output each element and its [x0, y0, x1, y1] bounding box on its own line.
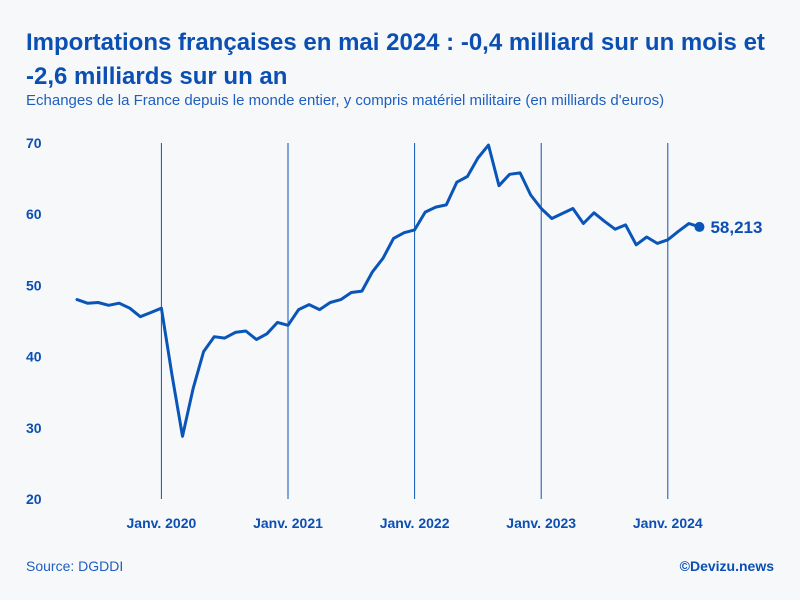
source-note: Source: DGDDI — [26, 558, 124, 574]
y-tick-label: 50 — [26, 277, 42, 293]
x-tick-label: Janv. 2021 — [253, 515, 323, 531]
chart-subtitle: Echanges de la France depuis le monde en… — [26, 92, 665, 109]
x-tick-label: Janv. 2022 — [380, 515, 450, 531]
x-tick-label: Janv. 2023 — [506, 515, 576, 531]
x-tick-label: Janv. 2020 — [127, 515, 197, 531]
y-tick-label: 40 — [26, 349, 42, 365]
brand-credit: ©Devizu.news — [679, 558, 774, 574]
y-tick-label: 30 — [26, 420, 42, 436]
x-tick-label: Janv. 2024 — [633, 515, 703, 531]
last-point-marker — [694, 221, 705, 232]
chart-title: Importations françaises en mai 2024 : -0… — [26, 29, 765, 90]
series-line-imports — [75, 143, 701, 438]
y-tick-label: 60 — [26, 206, 42, 222]
y-tick-label: 20 — [26, 491, 42, 507]
last-value-label: 58,213 — [710, 218, 762, 237]
y-tick-label: 70 — [26, 135, 42, 151]
